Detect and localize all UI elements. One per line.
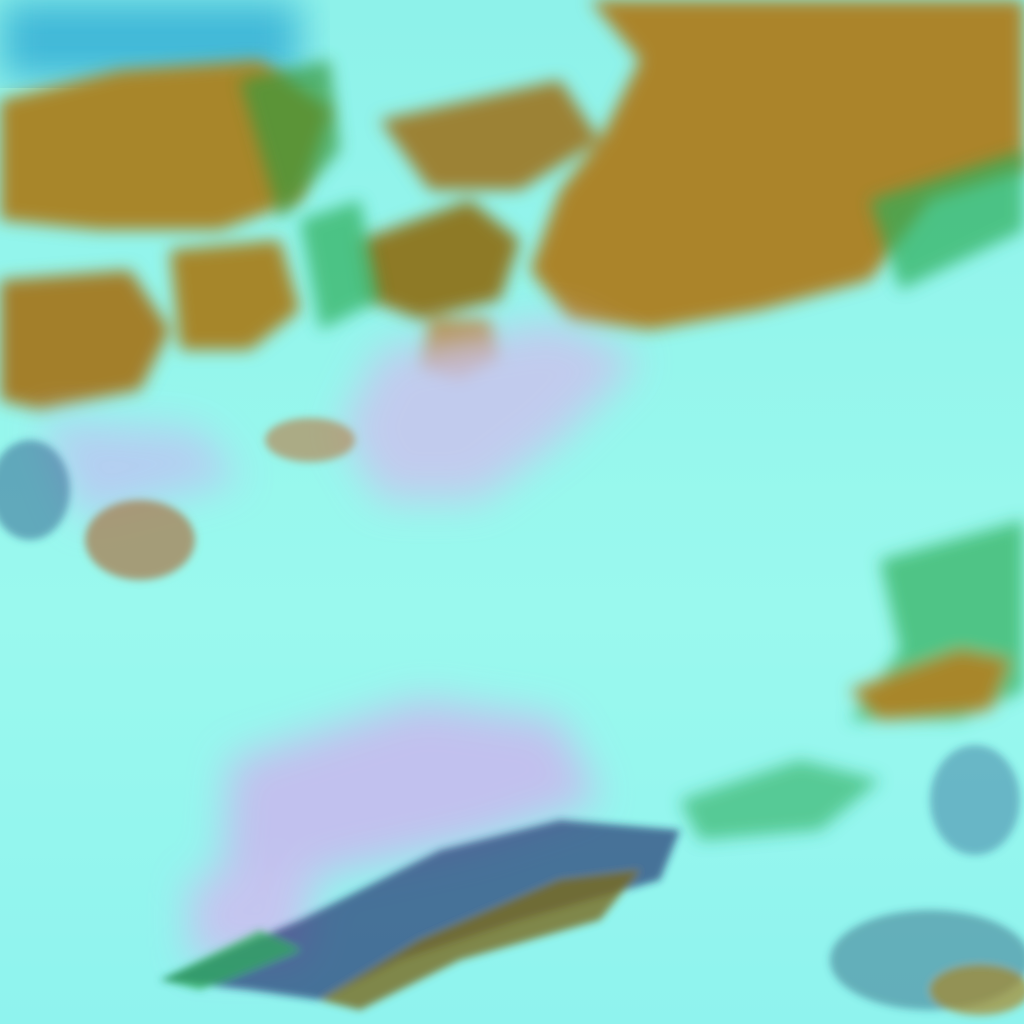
land-south-east bbox=[680, 520, 1024, 840]
ridge-south bbox=[160, 820, 680, 1010]
speckled-patches bbox=[0, 418, 355, 580]
land-masses-north bbox=[0, 0, 1024, 410]
green-margins-north bbox=[240, 60, 1024, 330]
speckles-south-east bbox=[830, 745, 1024, 1015]
